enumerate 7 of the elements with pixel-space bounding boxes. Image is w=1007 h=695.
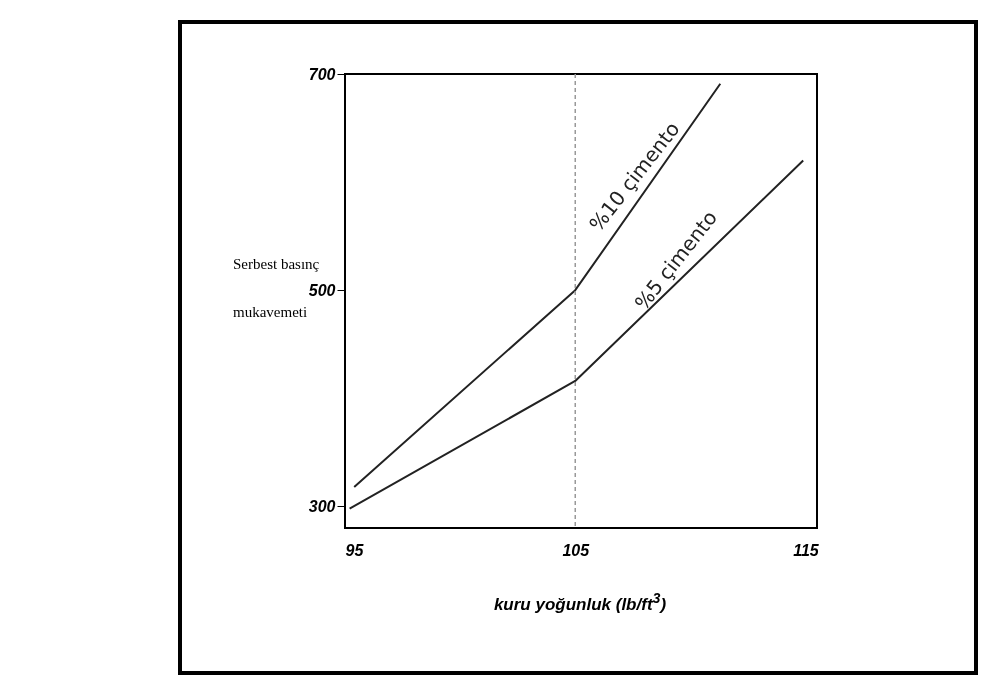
x-tick-label: 115 [793, 541, 820, 559]
y-tick-label: 700 [308, 65, 336, 83]
y-tick-label: 300 [308, 497, 336, 515]
x-axis-title: kuru yoğunluk (lb/ft$^{3}$) [492, 590, 668, 615]
y-tick-label: 500 [308, 281, 336, 299]
x-tick-label: 95 [345, 541, 365, 559]
x-tick-label: 105 [562, 541, 591, 559]
